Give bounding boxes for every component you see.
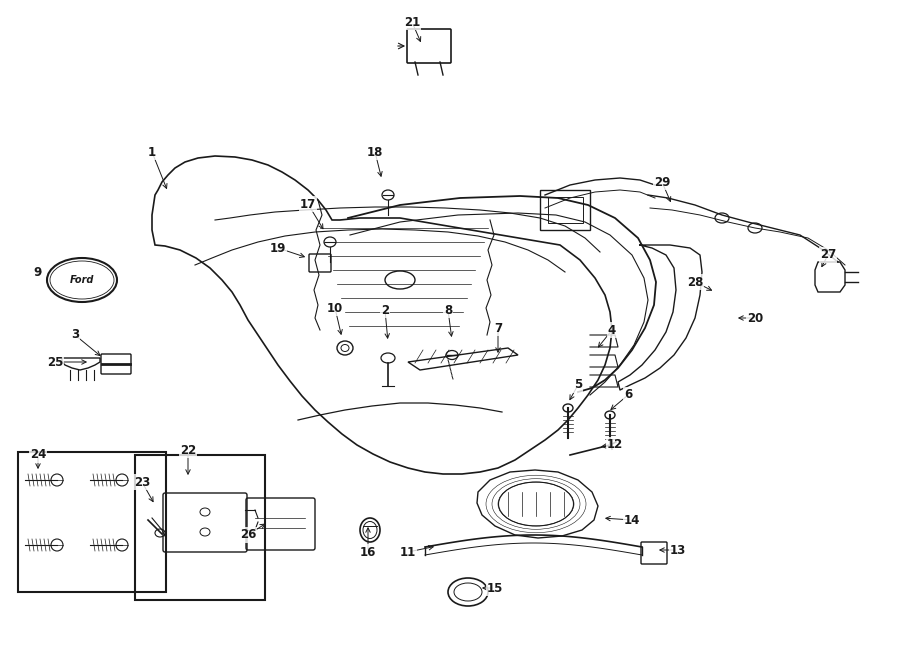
Text: 28: 28	[687, 276, 703, 288]
Text: 18: 18	[367, 145, 383, 159]
Text: 19: 19	[270, 241, 286, 254]
Text: 5: 5	[574, 379, 582, 391]
Text: 25: 25	[47, 356, 63, 368]
Text: 22: 22	[180, 444, 196, 457]
Text: 10: 10	[327, 301, 343, 315]
Text: 1: 1	[148, 145, 156, 159]
Text: 11: 11	[400, 545, 416, 559]
Text: 12: 12	[607, 438, 623, 451]
Text: 14: 14	[624, 514, 640, 527]
Text: 20: 20	[747, 311, 763, 325]
Text: 3: 3	[71, 329, 79, 342]
Text: 15: 15	[487, 582, 503, 594]
Text: Ford: Ford	[70, 275, 94, 285]
Bar	[18, 452, 166, 592]
Text: 24: 24	[30, 449, 46, 461]
Text: 8: 8	[444, 303, 452, 317]
Text: 7: 7	[494, 321, 502, 334]
Text: 23: 23	[134, 475, 150, 488]
Text: 4: 4	[608, 323, 616, 336]
Text: 6: 6	[624, 389, 632, 401]
Text: 16: 16	[360, 545, 376, 559]
Bar	[540, 190, 590, 230]
Text: 9: 9	[34, 266, 42, 278]
Text: 2: 2	[381, 303, 389, 317]
Text: 17: 17	[300, 198, 316, 210]
Text: 26: 26	[239, 529, 256, 541]
Bar	[548, 197, 583, 223]
Bar	[135, 455, 265, 600]
Text: 21: 21	[404, 15, 420, 28]
Text: 13: 13	[670, 543, 686, 557]
Text: 29: 29	[653, 176, 670, 188]
Text: 27: 27	[820, 249, 836, 262]
